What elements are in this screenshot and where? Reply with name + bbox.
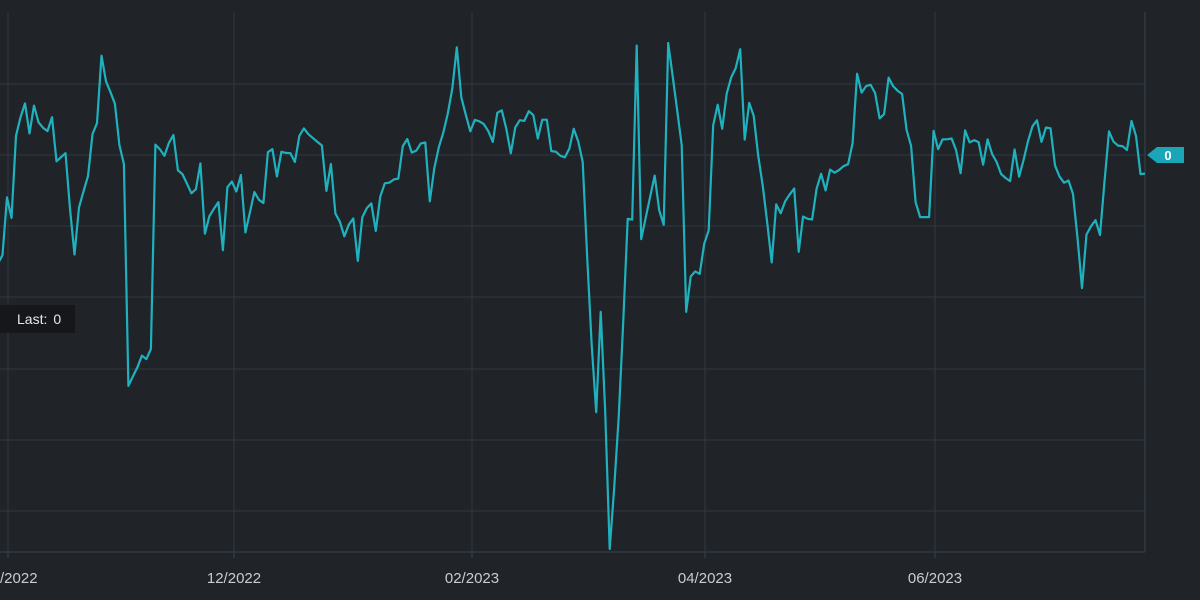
series-line bbox=[0, 41, 1146, 551]
last-value-readout: Last: 0 bbox=[0, 305, 76, 333]
gear-icon[interactable] bbox=[1064, 0, 1076, 2]
x-tick-label: /2022 bbox=[0, 570, 38, 587]
last-label: Last: bbox=[17, 311, 48, 327]
x-tick-label: 02/2023 bbox=[445, 570, 499, 587]
last-value-badge-text: 0 bbox=[1164, 148, 1171, 163]
last-value: 0 bbox=[53, 311, 62, 327]
grid bbox=[0, 12, 1145, 552]
x-tick-label: 04/2023 bbox=[678, 570, 732, 587]
x-axis-ticks: /2022 12/2022 02/2023 04/2023 06/2023 bbox=[0, 552, 962, 587]
last-value-badge-shape bbox=[1147, 147, 1184, 163]
top-toolbar-fragment bbox=[1064, 0, 1154, 4]
last-value-badge: 0 bbox=[1147, 147, 1184, 163]
x-tick-label: 12/2022 bbox=[207, 570, 261, 587]
x-tick-label: 06/2023 bbox=[908, 570, 962, 587]
